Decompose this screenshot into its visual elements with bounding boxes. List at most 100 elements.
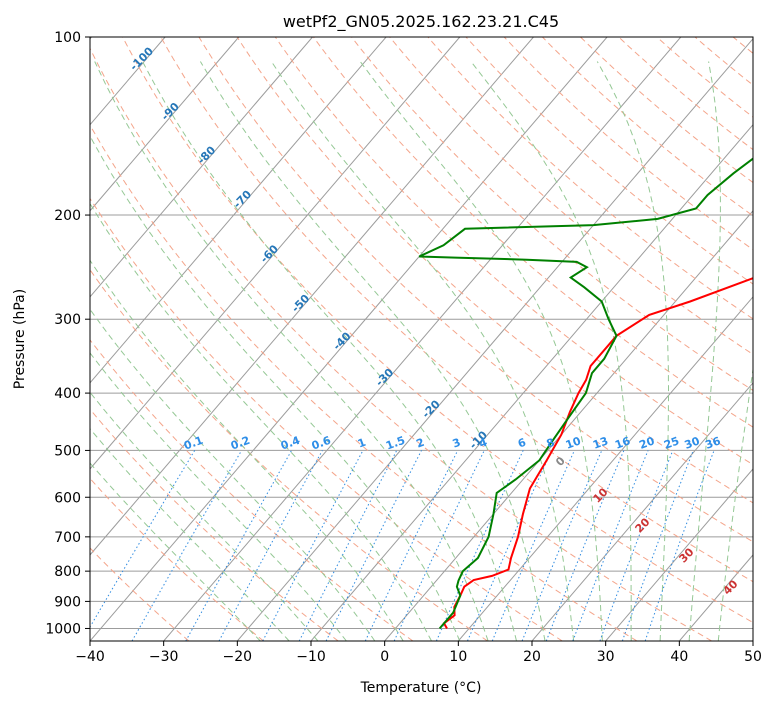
- mixing-ratio-line: [364, 450, 459, 641]
- mixing-ratio-label: 4: [477, 436, 489, 451]
- moist-adiabat-line: [90, 427, 290, 641]
- x-axis-title: Temperature (°C): [360, 680, 482, 696]
- mixing-ratio-label: 1: [356, 436, 368, 451]
- mixing-ratio-line: [185, 450, 292, 641]
- dry-adiabat-line: [236, 37, 753, 504]
- moist-adiabat-line: [90, 202, 432, 641]
- dry-adiabat-line: [274, 37, 753, 466]
- mixing-ratio-label: 0.2: [229, 434, 252, 453]
- isotherm-label: -90: [159, 100, 182, 123]
- dry-adiabat-line: [427, 37, 753, 320]
- mixing-ratio-label: 1.5: [384, 434, 407, 453]
- mixing-ratio-line: [644, 450, 715, 641]
- isotherm-line: [531, 382, 753, 641]
- dry-adiabat-line: [90, 124, 638, 641]
- dry-adiabat-line: [198, 37, 753, 543]
- mixing-ratio-line: [298, 450, 398, 641]
- dry-adiabat-line: [90, 197, 563, 641]
- mixing-ratio-line: [545, 450, 625, 641]
- mixing-ratio-label: 20: [638, 434, 657, 452]
- x-tick-label: 40: [670, 649, 688, 665]
- dry-adiabat-line: [389, 37, 753, 355]
- mixing-ratio-label: 30: [683, 434, 702, 452]
- isotherm-line: [90, 37, 313, 298]
- dry-adiabat-line: [656, 37, 753, 118]
- y-tick-label: 1000: [45, 621, 81, 637]
- isotherm-label: -100: [127, 44, 156, 73]
- isotherm-line: [90, 37, 240, 212]
- dry-adiabat-line: [351, 37, 753, 391]
- moist-adiabat-label: 30: [677, 545, 697, 565]
- moist-adiabat-label: 20: [633, 515, 653, 535]
- y-tick-label: 300: [54, 312, 81, 328]
- isotherm-label: -20: [420, 397, 443, 420]
- moist-adiabat-line: [90, 259, 404, 641]
- y-tick-label: 600: [54, 490, 81, 506]
- isotherm-line: [236, 37, 753, 641]
- chart-title: wetPf2_GN05.2025.162.23.21.C45: [283, 12, 559, 32]
- isotherm-label: -60: [258, 242, 281, 265]
- mixing-ratio-label: 16: [613, 434, 632, 452]
- dry-adiabat-line: [90, 408, 339, 641]
- isotherm-line: [678, 554, 753, 641]
- isotherm-line: [90, 37, 608, 641]
- axis-layer: −40 −30 −20 −10 0 10 20 30 40 5010020030040050060…: [45, 30, 762, 665]
- grid-layer: [90, 37, 775, 641]
- moist-adiabat-line: [90, 391, 319, 641]
- dry-adiabat-line: [580, 37, 753, 184]
- dry-adiabat-line: [618, 37, 753, 151]
- moist-adiabat-line: [688, 61, 721, 641]
- moist-adiabat-line: [199, 61, 546, 641]
- mixing-ratio-label: 2: [415, 436, 427, 451]
- series-line-1: [418, 157, 753, 630]
- moist-adiabat-line: [94, 61, 489, 641]
- y-tick-label: 100: [54, 30, 81, 46]
- x-tick-label: −30: [149, 649, 179, 665]
- dry-adiabat-line: [771, 37, 775, 641]
- moist-adiabat-line: [90, 134, 461, 641]
- isotherm-line: [163, 37, 682, 641]
- mixing-ratio-line: [491, 450, 575, 641]
- x-tick-label: −40: [75, 649, 105, 665]
- mixing-ratio-line: [572, 450, 649, 641]
- isotherm-line: [457, 296, 753, 641]
- mixing-ratio-line: [325, 450, 422, 641]
- x-tick-label: 20: [523, 649, 541, 665]
- moist-adiabat-line: [717, 365, 753, 641]
- dry-adiabat-line: [160, 37, 753, 583]
- isotherm-label: -80: [195, 143, 218, 166]
- x-tick-label: −10: [296, 649, 326, 665]
- moist-adiabat-line: [270, 61, 575, 641]
- isotherm-label: -30: [373, 366, 396, 389]
- moist-adiabat-label: 40: [721, 577, 741, 597]
- isotherm-line: [310, 123, 753, 641]
- dry-adiabat-line: [732, 37, 753, 54]
- mixing-ratio-label: 6: [516, 436, 528, 451]
- y-tick-label: 700: [54, 530, 81, 546]
- plot-frame: [89, 36, 754, 642]
- x-tick-label: 10: [449, 649, 467, 665]
- dry-adiabat-line: [90, 477, 264, 641]
- isotherm-label: -50: [289, 292, 312, 315]
- dry-adiabat-line: [90, 339, 414, 641]
- moist-adiabat-line: [596, 61, 669, 641]
- dry-adiabat-line: [312, 37, 753, 428]
- mixing-ratio-line: [521, 450, 603, 641]
- dry-adiabat-line: [694, 37, 753, 86]
- moist-adiabat-line: [90, 352, 347, 641]
- mixing-ratio-label: 8: [545, 436, 557, 451]
- y-tick-label: 800: [54, 564, 81, 580]
- isotherm-line: [90, 37, 534, 556]
- isotherm-line: [752, 640, 753, 641]
- mixing-ratio-label: 13: [591, 434, 610, 451]
- data-layer: [418, 157, 753, 630]
- moist-adiabat-label: 0: [553, 454, 568, 469]
- y-tick-label: 500: [54, 443, 81, 459]
- dry-adiabat-line: [122, 37, 753, 624]
- y-tick-label: 200: [54, 208, 81, 224]
- moist-adiabat-line: [90, 462, 261, 641]
- mixing-ratio-label: 10: [564, 434, 583, 452]
- moist-adiabat-line: [90, 308, 376, 641]
- series-line-0: [442, 277, 753, 629]
- mixing-ratio-line: [131, 450, 243, 641]
